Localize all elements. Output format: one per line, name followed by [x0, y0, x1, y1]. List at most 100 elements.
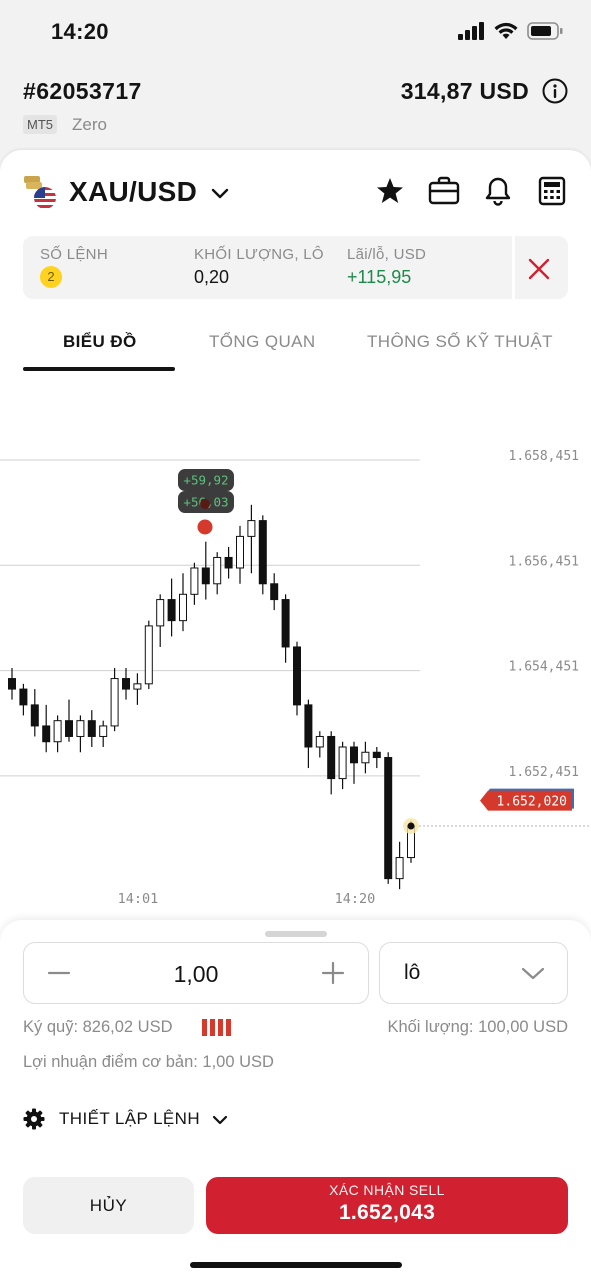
confirm-sell-label: XÁC NHẬN SELL: [329, 1182, 445, 1198]
time-axis-label: 14:01: [118, 891, 159, 907]
plus-icon: [321, 961, 345, 985]
calculator-icon[interactable]: [536, 175, 568, 207]
candle-body: [167, 599, 176, 622]
tab-chart[interactable]: BIỂU ĐỒ: [63, 332, 137, 351]
candle-body: [87, 720, 96, 737]
cancel-button[interactable]: HỦY: [23, 1177, 194, 1234]
candle-body: [133, 683, 142, 690]
trade-badge: [178, 469, 234, 491]
symbol-selector[interactable]: XAU/USD: [23, 174, 229, 210]
lot-value[interactable]: 1,00: [173, 961, 219, 987]
candle-body: [236, 535, 244, 569]
candle-body: [270, 583, 279, 601]
bell-icon[interactable]: [482, 175, 514, 207]
position-count-label: SỐ LỆNH: [40, 246, 108, 263]
candle-body: [213, 556, 222, 585]
trade-badge-label: +59,92: [183, 473, 228, 488]
chevron-down-icon: [521, 967, 545, 980]
price-chart[interactable]: 1.658,451 1.656,451 1.654,451 1.652,451 1.65…: [0, 380, 591, 925]
candle-body: [327, 735, 336, 780]
candle-body: [281, 599, 290, 648]
candle-body: [19, 688, 28, 706]
tab-bar: BIỂU ĐỒ TỔNG QUAN THÔNG SỐ KỸ THUẬT: [23, 320, 568, 374]
position-pnl-block: Lãi/lỗ, USD +115,95: [347, 246, 426, 288]
trade-entry-marker: [197, 519, 213, 535]
candle-body: [8, 678, 16, 690]
candle-body: [315, 735, 324, 748]
home-indicator: [190, 1262, 402, 1268]
chevron-down-icon: [212, 1115, 228, 1124]
position-pnl-label: Lãi/lỗ, USD: [347, 246, 427, 263]
tab-specifications[interactable]: THÔNG SỐ KỸ THUẬT: [367, 332, 553, 351]
lot-stepper[interactable]: 1,00: [23, 942, 369, 1004]
position-volume-label: KHỐI LƯỢNG, LÔ: [194, 246, 324, 263]
toolbar: [374, 175, 568, 207]
candle-body: [156, 599, 165, 627]
candle-body: [372, 751, 381, 759]
close-positions-button[interactable]: [523, 253, 555, 285]
briefcase-icon[interactable]: [428, 175, 460, 207]
candle-body: [258, 520, 267, 585]
price-level-label: 1.652,451: [509, 765, 579, 780]
order-settings-toggle[interactable]: THIẾT LẬP LỆNH: [23, 1108, 228, 1130]
candle-body: [361, 751, 370, 764]
candle-body: [350, 746, 358, 764]
symbol-name: XAU/USD: [69, 176, 198, 207]
candle-body: [76, 720, 85, 737]
pip-value-text: Lợi nhuận điểm cơ bản: 1,00 USD: [23, 1053, 274, 1071]
price-level-label: 1.656,451: [509, 554, 579, 569]
margin-level-icon: [202, 1019, 231, 1036]
candle-body: [201, 567, 210, 585]
volume-text: Khối lượng: 100,00 USD: [387, 1018, 568, 1036]
position-count-block: SỐ LỆNH 2: [40, 246, 108, 288]
candle-body: [384, 757, 393, 880]
unit-select[interactable]: lô: [379, 942, 568, 1004]
current-price-label: 1.652,020: [497, 795, 567, 810]
tab-overview[interactable]: TỔNG QUAN: [209, 332, 316, 351]
candle-body: [304, 704, 313, 748]
time-axis-label: 14:20: [335, 891, 376, 907]
candle-body: [224, 556, 233, 569]
position-count-badge: 2: [40, 266, 62, 288]
candle-body: [122, 678, 130, 690]
unit-value: lô: [404, 961, 421, 984]
candle-body: [144, 625, 153, 685]
close-icon: [528, 258, 550, 280]
position-volume-value: 0,20: [194, 267, 230, 287]
candle-body: [190, 567, 199, 595]
position-volume-block: KHỐI LƯỢNG, LÔ 0,20: [194, 246, 324, 288]
price-level-label: 1.654,451: [509, 660, 579, 675]
candle-body: [42, 725, 51, 743]
gold-usd-flag-icon: [23, 174, 57, 210]
candle-body: [395, 857, 404, 880]
star-icon[interactable]: [374, 175, 406, 207]
account-header: #62053717 314,87 USD MT5 Zero: [0, 64, 591, 154]
wifi-icon: [494, 22, 518, 39]
confirm-sell-button[interactable]: XÁC NHẬN SELL 1.652,043: [206, 1177, 568, 1234]
signal-icon: [458, 22, 484, 40]
status-icons: [458, 22, 563, 40]
minus-icon: [47, 971, 71, 975]
candle-body: [338, 746, 347, 780]
status-time: 14:20: [51, 19, 109, 44]
status-bar: 14:20: [0, 0, 591, 64]
candle-body: [65, 720, 73, 737]
platform-badge: MT5: [23, 115, 57, 134]
current-price-dot: [407, 822, 415, 830]
price-level-label: 1.658,451: [509, 449, 579, 464]
candle-body: [99, 725, 108, 737]
info-icon[interactable]: [542, 78, 568, 109]
position-pnl-value: +115,95: [347, 267, 412, 287]
account-id: #62053717: [23, 78, 142, 104]
order-settings-label: THIẾT LẬP LỆNH: [59, 1109, 201, 1128]
minus-button[interactable]: [44, 958, 74, 988]
divider: [512, 236, 515, 299]
account-balance: 314,87 USD: [400, 78, 529, 104]
sheet-grabber[interactable]: [265, 931, 327, 937]
gear-icon: [23, 1108, 45, 1130]
open-positions-card[interactable]: SỐ LỆNH 2 KHỐI LƯỢNG, LÔ 0,20 Lãi/lỗ, US…: [23, 236, 568, 299]
current-price-tag: [480, 790, 572, 811]
battery-icon: [527, 22, 563, 40]
plus-button[interactable]: [318, 958, 348, 988]
trade-entry-marker: [200, 499, 210, 509]
